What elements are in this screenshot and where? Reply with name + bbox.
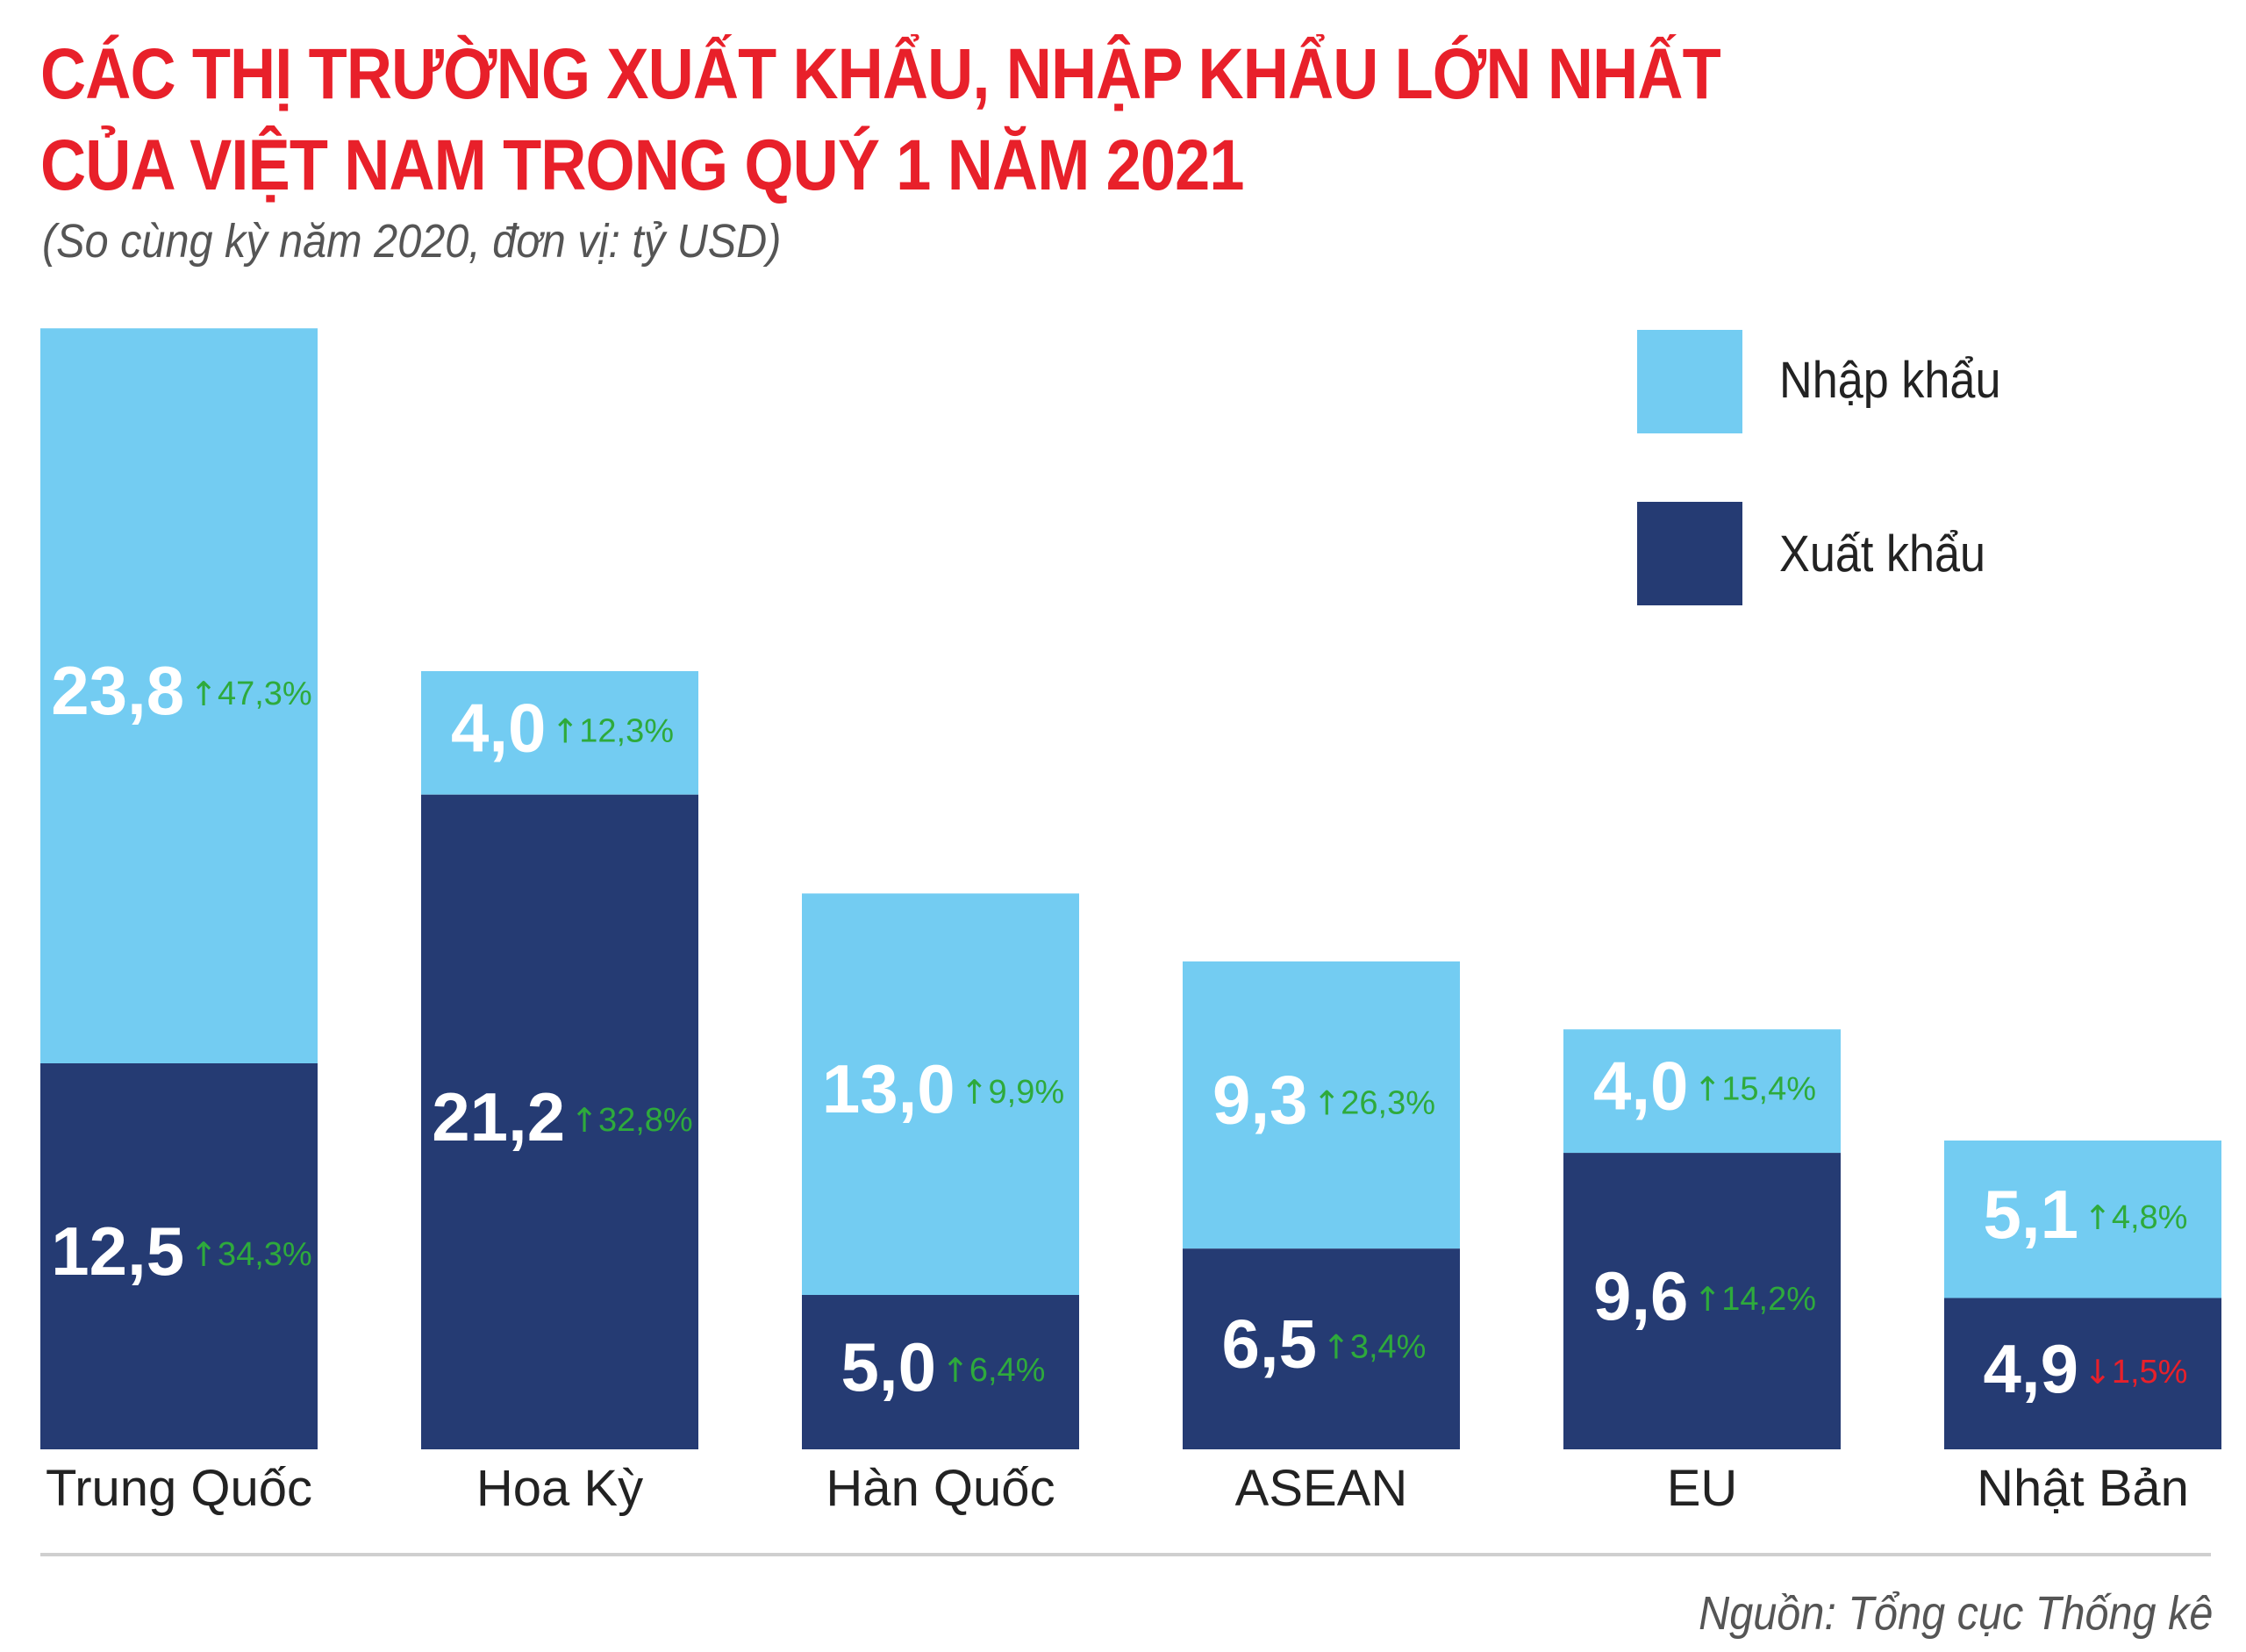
- export-value-text: 9,6 ↑14,2%: [1593, 1257, 1816, 1334]
- import-value-text: 4,0 ↑15,4%: [1593, 1047, 1816, 1124]
- legend-label-import: Nhập khẩu: [1779, 352, 2001, 409]
- import-value-label: 4,0 ↑12,3%: [451, 689, 674, 766]
- import-value-text: 13,0 ↑9,9%: [822, 1050, 1064, 1127]
- import-value-text: 5,1 ↑4,8%: [1984, 1175, 2188, 1252]
- chart-subtitle: (So cùng kỳ năm 2020, đơn vị: tỷ USD): [42, 215, 782, 268]
- export-value-text: 4,9 ↓1,5%: [1984, 1329, 2188, 1406]
- import-bar: [1183, 961, 1460, 1249]
- export-bar: [1944, 1298, 2221, 1449]
- import-bar: [1944, 1141, 2221, 1298]
- export-value-label: 4,9 ↓1,5%: [1984, 1329, 2188, 1406]
- export-value-label: 9,6 ↑14,2%: [1593, 1257, 1816, 1334]
- export-bar: [40, 1063, 318, 1449]
- stacked-bar-chart: 23,8 ↑47,3% 12,5 ↑34,3% Trung Quốc 4,0 ↑12,3% 2…: [40, 328, 2221, 1517]
- export-bar: [1563, 1153, 1841, 1449]
- source-note: Nguồn: Tổng cục Thống kê: [1698, 1587, 2213, 1640]
- import-bar: [1563, 1029, 1841, 1154]
- export-value-text: 5,0 ↑6,4%: [841, 1328, 1046, 1405]
- import-value-label: 13,0 ↑9,9%: [822, 1050, 1064, 1127]
- export-value-label: 12,5 ↑34,3%: [51, 1212, 311, 1290]
- import-value-label: 4,0 ↑15,4%: [1593, 1047, 1816, 1124]
- import-bar: [802, 893, 1079, 1295]
- import-bar: [40, 328, 318, 1063]
- legend-swatch-import: [1637, 330, 1742, 433]
- import-value-text: 4,0 ↑12,3%: [451, 689, 674, 766]
- footer-divider: [40, 1553, 2211, 1556]
- export-value-label: 6,5 ↑3,4%: [1222, 1305, 1427, 1382]
- export-bar: [802, 1295, 1079, 1449]
- category-label: ASEAN: [1235, 1460, 1408, 1517]
- chart-title-line-2: CỦA VIỆT NAM TRONG QUÝ 1 NĂM 2021: [40, 125, 1244, 205]
- category-label: Nhật Bản: [1977, 1460, 2189, 1517]
- export-bar: [1183, 1248, 1460, 1449]
- import-bar: [421, 670, 698, 795]
- category-label: Hàn Quốc: [826, 1460, 1055, 1517]
- category-label: EU: [1667, 1460, 1738, 1517]
- export-value-text: 12,5 ↑34,3%: [51, 1212, 311, 1290]
- import-value-text: 9,3 ↑26,3%: [1212, 1061, 1435, 1138]
- export-bar: [421, 794, 698, 1449]
- category-label: Hoa Kỳ: [476, 1460, 643, 1517]
- import-value-label: 5,1 ↑4,8%: [1984, 1175, 2188, 1252]
- import-value-label: 9,3 ↑26,3%: [1212, 1061, 1435, 1138]
- export-value-text: 6,5 ↑3,4%: [1222, 1305, 1427, 1382]
- legend-swatch-export: [1637, 502, 1742, 605]
- legend-label-export: Xuất khẩu: [1779, 526, 1986, 583]
- import-value-text: 23,8 ↑47,3%: [51, 652, 311, 729]
- chart-title-line-1: CÁC THỊ TRƯỜNG XUẤT KHẨU, NHẬP KHẨU LỚN …: [40, 34, 1721, 114]
- category-label: Trung Quốc: [46, 1460, 312, 1517]
- export-value-text: 21,2 ↑32,8%: [432, 1077, 692, 1155]
- import-value-label: 23,8 ↑47,3%: [51, 652, 311, 729]
- export-value-label: 5,0 ↑6,4%: [841, 1328, 1046, 1405]
- export-value-label: 21,2 ↑32,8%: [432, 1077, 692, 1155]
